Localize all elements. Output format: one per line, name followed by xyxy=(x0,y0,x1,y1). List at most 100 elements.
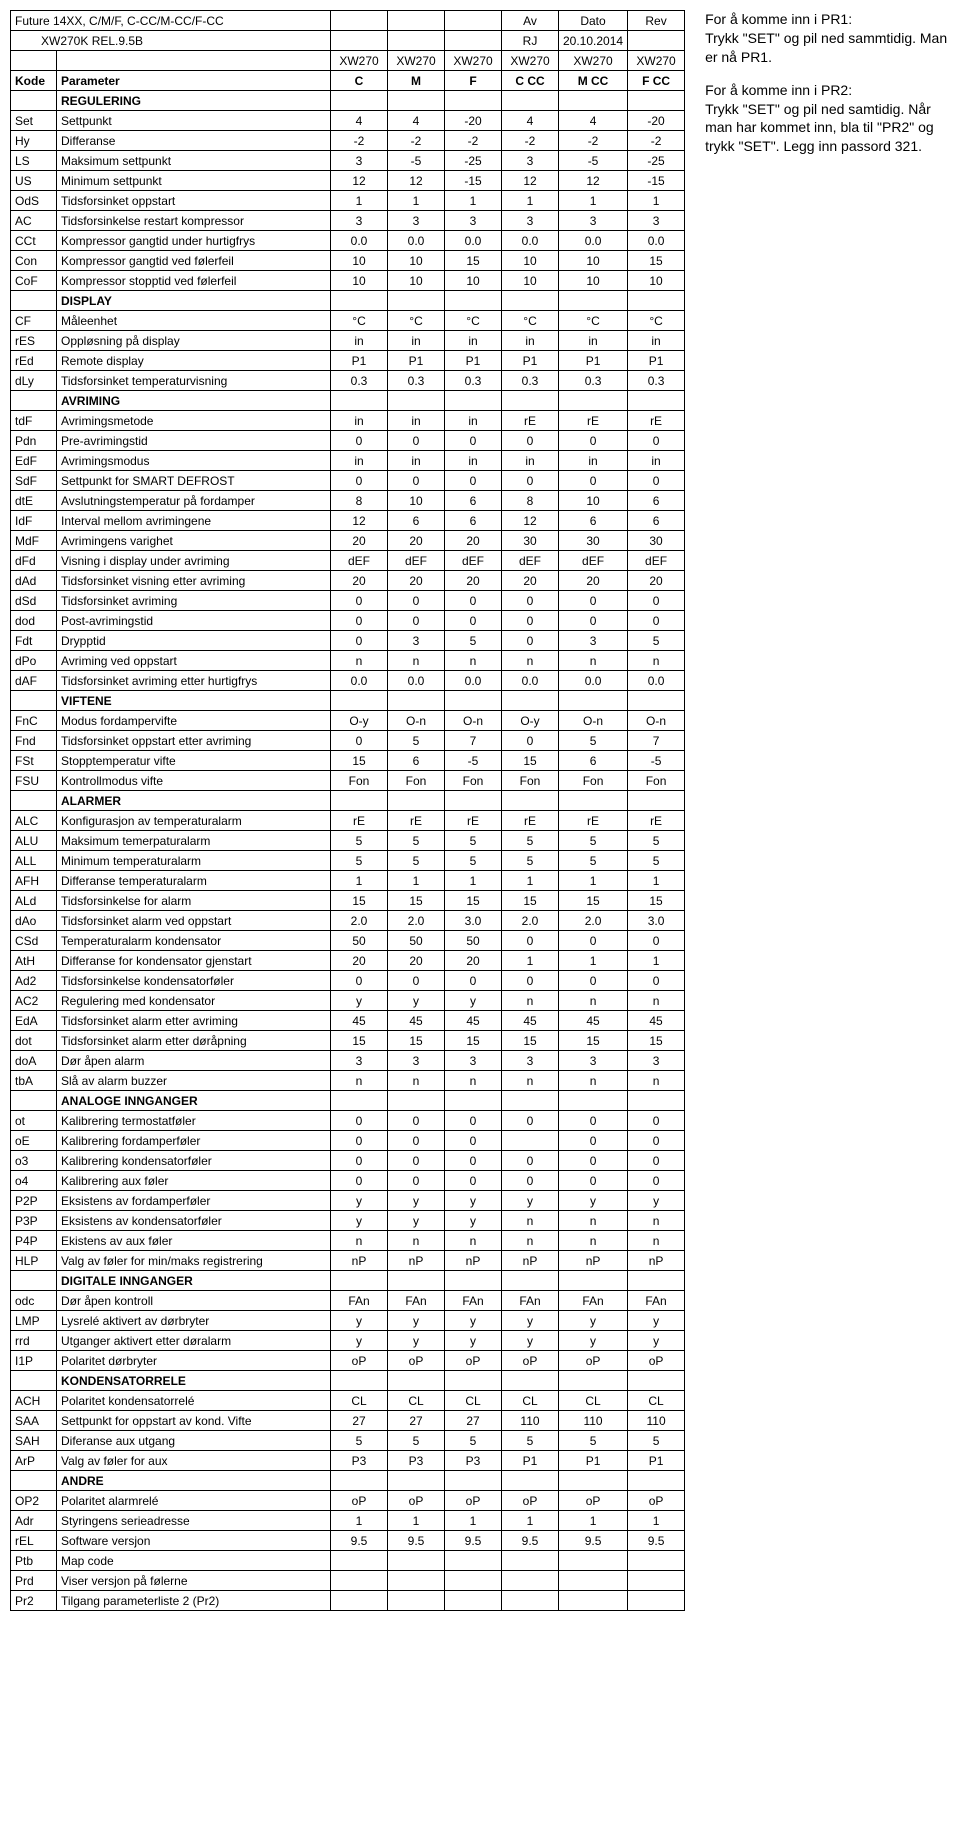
param-value: P1 xyxy=(559,351,628,371)
param-name: Eksistens av fordamperføler xyxy=(57,1191,331,1211)
param-code: P4P xyxy=(11,1231,57,1251)
param-value: -25 xyxy=(628,151,685,171)
param-value: °C xyxy=(502,311,559,331)
param-value: O-n xyxy=(628,711,685,731)
param-name: Tidsforsinket visning etter avriming xyxy=(57,571,331,591)
param-value: 3 xyxy=(331,151,388,171)
param-name: Tidsforsinkelse for alarm xyxy=(57,891,331,911)
param-value: y xyxy=(445,1311,502,1331)
param-value: -20 xyxy=(628,111,685,131)
hdr-model-5: XW270 xyxy=(628,51,685,71)
param-value: °C xyxy=(445,311,502,331)
param-value: 0 xyxy=(445,1171,502,1191)
param-value: CL xyxy=(628,1391,685,1411)
param-value: 5 xyxy=(559,851,628,871)
param-value: 0 xyxy=(559,971,628,991)
param-value: 5 xyxy=(502,851,559,871)
param-value: 0 xyxy=(628,1131,685,1151)
param-value: 3 xyxy=(331,211,388,231)
param-code: EdF xyxy=(11,451,57,471)
param-code: CF xyxy=(11,311,57,331)
param-value: 3 xyxy=(559,631,628,651)
param-value: 15 xyxy=(445,1031,502,1051)
param-code: FSt xyxy=(11,751,57,771)
param-value: 0 xyxy=(502,1171,559,1191)
param-name: Minimum settpunkt xyxy=(57,171,331,191)
param-value: 6 xyxy=(628,491,685,511)
param-value: -5 xyxy=(628,751,685,771)
param-value: 5 xyxy=(388,1431,445,1451)
param-value: y xyxy=(445,1331,502,1351)
param-code: MdF xyxy=(11,531,57,551)
param-value: 5 xyxy=(331,831,388,851)
param-code: Pr2 xyxy=(11,1591,57,1611)
param-value: 6 xyxy=(445,511,502,531)
param-value: 1 xyxy=(388,871,445,891)
param-value: y xyxy=(628,1191,685,1211)
param-value: 3 xyxy=(445,211,502,231)
param-value: 9.5 xyxy=(628,1531,685,1551)
param-name: Remote display xyxy=(57,351,331,371)
param-code: FnC xyxy=(11,711,57,731)
param-value: nP xyxy=(388,1251,445,1271)
param-value: O-y xyxy=(331,711,388,731)
param-value: 110 xyxy=(559,1411,628,1431)
param-value: 0.0 xyxy=(388,671,445,691)
param-code: ALL xyxy=(11,851,57,871)
param-code: ALU xyxy=(11,831,57,851)
param-value: CL xyxy=(559,1391,628,1411)
param-name: Polaritet kondensatorrelé xyxy=(57,1391,331,1411)
param-code: SdF xyxy=(11,471,57,491)
param-code: AC2 xyxy=(11,991,57,1011)
param-name: Avriming ved oppstart xyxy=(57,651,331,671)
param-value: 0 xyxy=(559,1131,628,1151)
param-value: 4 xyxy=(559,111,628,131)
param-name: Måleenhet xyxy=(57,311,331,331)
param-value: 0 xyxy=(445,1111,502,1131)
param-value: n xyxy=(502,991,559,1011)
param-value: P3 xyxy=(388,1451,445,1471)
param-value: oP xyxy=(628,1351,685,1371)
param-value: 6 xyxy=(628,511,685,531)
param-value: oP xyxy=(628,1491,685,1511)
param-name: Kompressor gangtid ved følerfeil xyxy=(57,251,331,271)
hdr-col-1: M xyxy=(388,71,445,91)
param-value: in xyxy=(331,411,388,431)
param-value: 5 xyxy=(502,1431,559,1451)
param-value: oP xyxy=(445,1351,502,1371)
param-value: 0 xyxy=(502,591,559,611)
doc-title-1: Future 14XX, C/M/F, C-CC/M-CC/F-CC xyxy=(11,11,331,31)
param-value: Fon xyxy=(445,771,502,791)
param-code: OP2 xyxy=(11,1491,57,1511)
param-name: Kontrollmodus vifte xyxy=(57,771,331,791)
param-value: n xyxy=(502,1071,559,1091)
param-name: Interval mellom avrimingene xyxy=(57,511,331,531)
param-value: y xyxy=(559,1191,628,1211)
hdr-dato-label: Dato xyxy=(559,11,628,31)
param-value: 9.5 xyxy=(559,1531,628,1551)
param-value: 0 xyxy=(331,471,388,491)
param-value: 45 xyxy=(628,1011,685,1031)
param-value: FAn xyxy=(445,1291,502,1311)
param-code: EdA xyxy=(11,1011,57,1031)
param-value: Fon xyxy=(628,771,685,791)
param-value: nP xyxy=(445,1251,502,1271)
param-value: n xyxy=(559,1211,628,1231)
param-name: Modus fordampervifte xyxy=(57,711,331,731)
param-value: 4 xyxy=(388,111,445,131)
param-value: 3 xyxy=(502,1051,559,1071)
param-value: 3 xyxy=(388,1051,445,1071)
param-value: Fon xyxy=(388,771,445,791)
param-value: 3.0 xyxy=(628,911,685,931)
param-value: P1 xyxy=(502,351,559,371)
param-value: 27 xyxy=(388,1411,445,1431)
param-code: Adr xyxy=(11,1511,57,1531)
param-value: in xyxy=(628,331,685,351)
param-value: y xyxy=(388,991,445,1011)
param-value: y xyxy=(628,1331,685,1351)
param-name: Differanse temperaturalarm xyxy=(57,871,331,891)
param-value: 12 xyxy=(331,511,388,531)
param-value: O-n xyxy=(388,711,445,731)
hdr-model-0: XW270 xyxy=(331,51,388,71)
param-value: 0 xyxy=(388,591,445,611)
